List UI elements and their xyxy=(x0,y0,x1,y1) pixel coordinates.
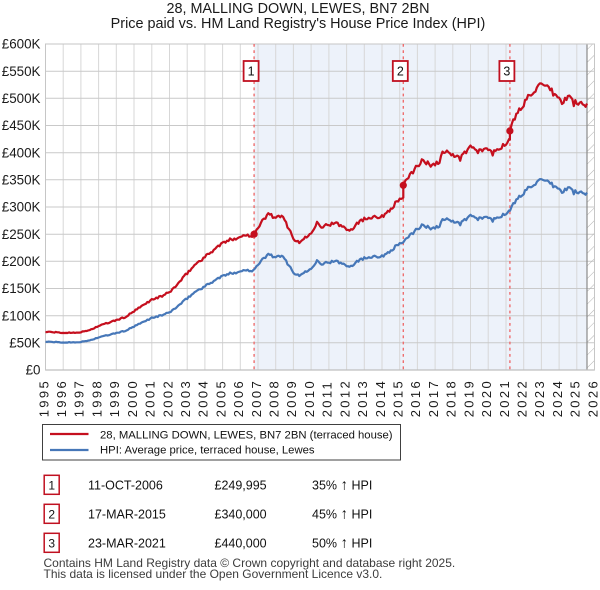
svg-text:2026: 2026 xyxy=(585,379,600,417)
svg-text:28, MALLING DOWN, LEWES, BN7 2: 28, MALLING DOWN, LEWES, BN7 2BN xyxy=(166,1,429,17)
svg-text:1: 1 xyxy=(48,478,55,492)
svg-text:£450K: £450K xyxy=(2,118,41,133)
svg-text:2014: 2014 xyxy=(373,379,388,417)
svg-text:17-MAR-2015: 17-MAR-2015 xyxy=(88,507,166,521)
svg-text:2016: 2016 xyxy=(408,379,423,417)
svg-text:1998: 1998 xyxy=(89,379,104,417)
svg-text:2005: 2005 xyxy=(213,379,228,417)
svg-text:Price paid vs. HM Land Registr: Price paid vs. HM Land Registry's House … xyxy=(111,16,486,32)
svg-text:2007: 2007 xyxy=(249,379,264,417)
svg-text:2003: 2003 xyxy=(178,379,193,417)
svg-text:2024: 2024 xyxy=(550,379,565,417)
svg-text:2020: 2020 xyxy=(479,379,494,417)
svg-text:£150K: £150K xyxy=(2,281,41,296)
svg-text:2021: 2021 xyxy=(497,379,512,417)
svg-text:£550K: £550K xyxy=(2,64,41,79)
svg-text:2000: 2000 xyxy=(125,379,140,417)
svg-text:£249,995: £249,995 xyxy=(215,478,267,492)
svg-text:1995: 1995 xyxy=(36,379,51,417)
svg-text:1: 1 xyxy=(248,65,255,79)
svg-text:£300K: £300K xyxy=(2,200,41,215)
svg-text:3: 3 xyxy=(48,536,55,550)
svg-text:2004: 2004 xyxy=(196,379,211,417)
svg-text:1997: 1997 xyxy=(72,379,87,417)
svg-text:2013: 2013 xyxy=(355,379,370,417)
svg-text:£0: £0 xyxy=(26,363,41,378)
svg-text:2018: 2018 xyxy=(444,379,459,417)
svg-text:£250K: £250K xyxy=(2,227,41,242)
svg-text:This data is licensed under th: This data is licensed under the Open Gov… xyxy=(44,567,383,581)
svg-text:2011: 2011 xyxy=(320,380,335,417)
svg-text:£400K: £400K xyxy=(2,145,41,160)
svg-text:23-MAR-2021: 23-MAR-2021 xyxy=(88,536,166,550)
svg-text:Contains HM Land Registry data: Contains HM Land Registry data © Crown c… xyxy=(44,556,456,570)
svg-text:2008: 2008 xyxy=(266,379,281,417)
svg-text:£440,000: £440,000 xyxy=(215,536,267,550)
svg-text:35% ↑ HPI: 35% ↑ HPI xyxy=(312,476,372,493)
svg-text:3: 3 xyxy=(503,65,510,79)
svg-text:2: 2 xyxy=(48,507,55,521)
svg-text:2012: 2012 xyxy=(337,379,352,417)
svg-text:2010: 2010 xyxy=(302,379,317,417)
svg-text:2019: 2019 xyxy=(461,379,476,417)
svg-text:2001: 2001 xyxy=(143,379,158,417)
svg-text:£340,000: £340,000 xyxy=(215,507,267,521)
svg-text:£100K: £100K xyxy=(2,308,41,323)
svg-text:2009: 2009 xyxy=(284,379,299,417)
svg-text:28, MALLING DOWN, LEWES, BN7 2: 28, MALLING DOWN, LEWES, BN7 2BN (terrac… xyxy=(100,430,393,442)
svg-text:2006: 2006 xyxy=(231,379,246,417)
svg-text:2017: 2017 xyxy=(426,379,441,417)
svg-text:2015: 2015 xyxy=(390,379,405,417)
svg-text:1999: 1999 xyxy=(107,379,122,417)
svg-text:2002: 2002 xyxy=(160,379,175,417)
svg-text:£500K: £500K xyxy=(2,91,41,106)
svg-text:1996: 1996 xyxy=(54,379,69,417)
svg-text:£600K: £600K xyxy=(2,37,41,52)
svg-text:HPI: Average price, terraced h: HPI: Average price, terraced house, Lewe… xyxy=(100,445,315,457)
svg-text:2025: 2025 xyxy=(568,379,583,417)
svg-text:2022: 2022 xyxy=(514,379,529,417)
svg-text:50% ↑ HPI: 50% ↑ HPI xyxy=(312,534,372,551)
svg-text:45% ↑ HPI: 45% ↑ HPI xyxy=(312,505,372,522)
svg-text:2023: 2023 xyxy=(532,379,547,417)
svg-text:£200K: £200K xyxy=(2,254,41,269)
svg-text:£50K: £50K xyxy=(9,336,40,351)
svg-text:2: 2 xyxy=(397,65,404,79)
svg-text:£350K: £350K xyxy=(2,173,41,188)
svg-text:11-OCT-2006: 11-OCT-2006 xyxy=(88,478,163,492)
